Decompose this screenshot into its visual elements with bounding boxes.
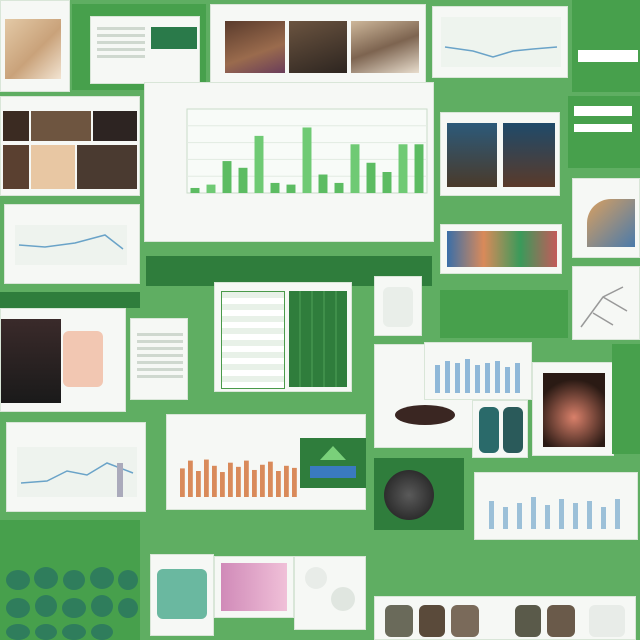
orange-chart-bar [180,468,185,497]
urchin-photo [384,470,434,520]
center-chart-bar [286,184,296,193]
thumbnail-teal-objects [472,400,528,458]
coral-photo [543,373,605,447]
thumbnail-fan-image [572,178,640,258]
center-chart-bar [318,174,328,193]
thumbnail-line-chart-bottom [6,422,146,512]
center-chart-bar [350,144,360,193]
line-chart [441,17,561,67]
specimen-image [5,19,61,79]
center-chart-bar [366,162,376,193]
orange-chart-bar [220,472,225,497]
orange-chart-bar [260,464,265,497]
center-chart-bar [270,182,280,193]
center-chart-bar [238,167,248,193]
table-left [221,291,285,389]
thumbnail-dark-photo [0,308,126,412]
orange-chart-bar [268,461,273,497]
thumbnail-specimen [0,0,70,92]
document-page [90,16,200,84]
shape-grid [6,567,138,640]
center-chart-bar [206,184,216,193]
thumbnail-photo-pair [440,112,560,196]
thumbnail-line-chart-left [4,204,140,284]
orange-chart-bar [188,460,193,497]
orange-chart-bar [276,471,281,497]
caption-bar-left [0,292,140,308]
orange-chart-bar [244,460,249,497]
orange-chart-bar [212,465,217,497]
thumbnail-branches [572,266,640,340]
thumbnail-fossil-photos [210,4,426,84]
center-chart-bar [190,187,200,193]
thumbnail-colored-strip [440,224,562,274]
thumbnail-bar-chart-bottom-right [474,472,638,540]
thumbnail-photo-grid [0,96,140,196]
thumbnail-line-chart-top [432,6,568,78]
orange-chart-bar [236,466,241,497]
center-chart-bar [398,144,408,193]
panel-triangle [300,438,366,488]
dark-photo [1,319,61,403]
thumbnail-bar-chart-right [424,342,532,400]
orange-bar-chart [180,459,297,497]
text-strip [578,50,638,62]
small-bar-chart [435,359,520,393]
thumbnail-white-objects [294,556,366,630]
center-chart-bar [414,144,424,193]
strip-image [447,231,557,267]
thumbnail-specimen-row [374,596,636,640]
gradient-image [221,563,287,611]
branch-drawing [580,286,628,328]
thumbnail-table-green [214,282,352,392]
photo-1 [225,21,285,73]
thumbnail-green-text [572,0,640,92]
triangle-icon [310,446,356,478]
thumbnail-sea-urchin [374,458,464,530]
center-bar-chart [186,108,428,194]
thumbnail-green-strip [568,96,640,168]
thumbnail-small-white [374,276,422,336]
orange-chart-bar [196,471,201,497]
photo-3 [351,21,419,73]
photo-2 [289,21,347,73]
thumbnail-document-green [72,4,206,90]
line-chart-2 [15,225,127,265]
pink-photo [63,331,103,387]
center-chart-bar [254,135,264,193]
center-chart-bar [382,172,392,193]
thumbnail-text-page [130,318,188,400]
line-chart-3 [17,447,137,497]
document-image [151,27,197,49]
bottom-right-bar-chart [489,497,620,529]
table-right [289,291,347,387]
thumbnail-coral-photo [532,362,614,456]
orange-chart-bar [252,469,257,497]
center-chart-bar [302,127,312,193]
object-photo [395,405,455,425]
text-banner-right [440,290,568,338]
fan-shape [587,199,635,247]
center-chart-bar [334,182,344,193]
center-chart-bar [222,161,232,193]
orange-chart-bar [292,467,297,497]
thumbnail-shape-grid [0,520,140,640]
center-bar-chart-panel [144,82,434,242]
photo-left [447,123,497,187]
thumbnail-gradient [214,556,294,618]
orange-chart-bar [228,462,233,497]
side-strip [612,344,640,454]
orange-chart-bar [284,465,289,497]
thumbnail-device [150,554,214,636]
photo-right [503,123,555,187]
device-image [157,569,207,619]
orange-chart-bar [204,459,209,497]
